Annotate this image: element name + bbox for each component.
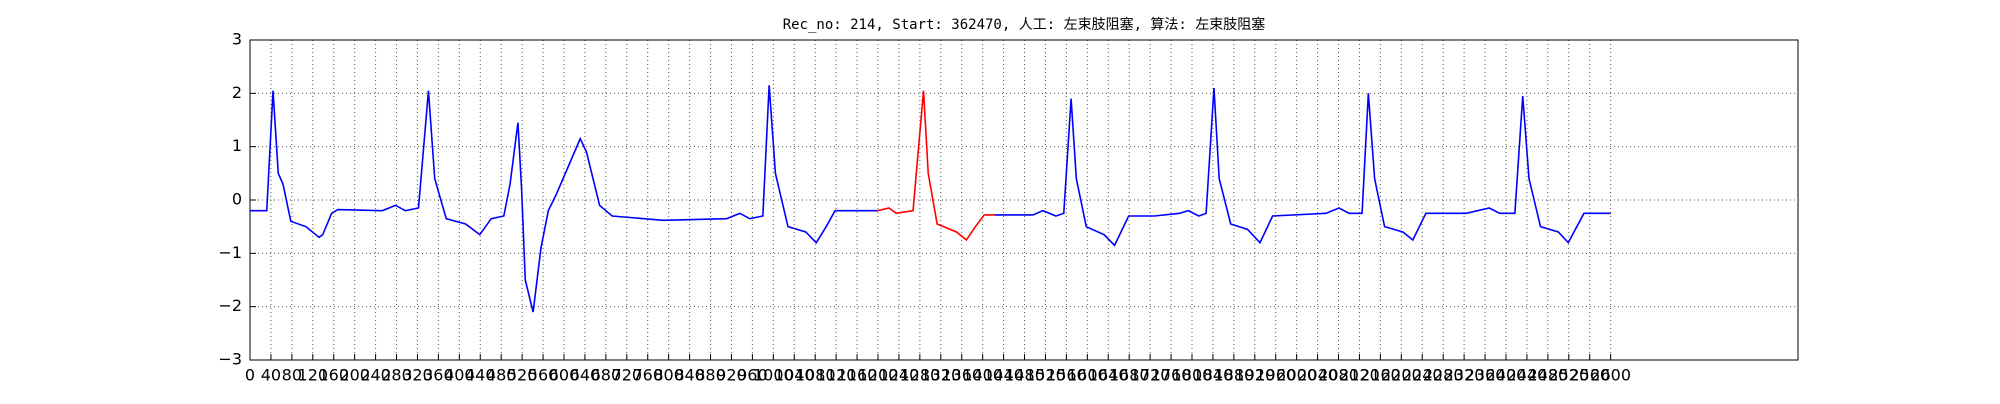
x-tick-label: 600 — [549, 366, 580, 385]
x-tick-label: 320 — [402, 366, 433, 385]
x-tick-label: 1360 — [941, 366, 982, 385]
x-tick-label: 1480 — [1004, 366, 1045, 385]
x-tick-label: 2280 — [1423, 366, 1464, 385]
x-tick-label: 2320 — [1444, 366, 1485, 385]
x-tick-label: 480 — [486, 366, 517, 385]
x-tick-label: 240 — [360, 366, 391, 385]
x-tick-label: 0 — [245, 366, 255, 385]
x-tick-label: 2440 — [1507, 366, 1548, 385]
y-tick-label: −2 — [218, 296, 242, 315]
x-tick-label: 760 — [632, 366, 663, 385]
y-tick-label: −1 — [218, 243, 242, 262]
x-tick-label: 2560 — [1569, 366, 1610, 385]
x-tick-label: 440 — [465, 366, 496, 385]
x-tick-label: 1440 — [983, 366, 1024, 385]
x-tick-label: 1720 — [1130, 366, 1171, 385]
y-tick-label: 0 — [232, 190, 242, 209]
x-tick-label: 1800 — [1172, 366, 1213, 385]
x-tick-label: 840 — [674, 366, 705, 385]
x-tick-label: 1040 — [774, 366, 815, 385]
x-tick-label: 2000 — [1276, 366, 1317, 385]
x-tick-label: 1000 — [753, 366, 794, 385]
x-tick-label: 1320 — [920, 366, 961, 385]
x-tick-label: 520 — [507, 366, 538, 385]
x-tick-label: 2040 — [1297, 366, 1338, 385]
x-tick-label: 1680 — [1109, 366, 1150, 385]
x-tick-label: 1160 — [837, 366, 878, 385]
x-tick-label: 80 — [282, 366, 302, 385]
chart-title: Rec_no: 214, Start: 362470, 人工: 左束肢阻塞, 算… — [783, 16, 1266, 33]
x-tick-label: 1280 — [899, 366, 940, 385]
y-tick-label: −3 — [218, 350, 242, 369]
x-tick-label: 2360 — [1465, 366, 1506, 385]
x-tick-label: 2160 — [1360, 366, 1401, 385]
x-tick-label: 1200 — [858, 366, 899, 385]
x-tick-label: 800 — [653, 366, 684, 385]
x-tick-label: 200 — [339, 366, 370, 385]
x-tick-label: 2240 — [1402, 366, 1443, 385]
x-tick-label: 1120 — [816, 366, 857, 385]
x-tick-label: 1840 — [1193, 366, 1234, 385]
y-tick-label: 2 — [232, 83, 242, 102]
x-tick-label: 560 — [528, 366, 559, 385]
x-tick-label: 120 — [298, 366, 329, 385]
x-tick-label: 1760 — [1151, 366, 1192, 385]
x-tick-label: 400 — [444, 366, 475, 385]
x-tick-label: 2600 — [1590, 366, 1631, 385]
ecg-line — [250, 85, 1611, 313]
x-tick-label: 680 — [591, 366, 622, 385]
x-tick-label: 880 — [695, 366, 726, 385]
x-tick-label: 2080 — [1318, 366, 1359, 385]
plot-frame — [249, 39, 1799, 361]
x-tick-label: 2200 — [1381, 366, 1422, 385]
x-tick-label: 1560 — [1046, 366, 1087, 385]
x-tick-label: 1640 — [1088, 366, 1129, 385]
x-tick-label: 1600 — [1067, 366, 1108, 385]
x-tick-label: 1960 — [1255, 366, 1296, 385]
x-tick-label: 280 — [381, 366, 412, 385]
y-tick-label: 3 — [232, 30, 242, 49]
x-tick-label: 40 — [261, 366, 281, 385]
x-tick-label: 2480 — [1527, 366, 1568, 385]
y-tick-label: 1 — [232, 136, 242, 155]
x-tick-label: 160 — [318, 366, 349, 385]
x-tick-label: 1520 — [1025, 366, 1066, 385]
x-tick-label: 1400 — [962, 366, 1003, 385]
x-tick-label: 640 — [570, 366, 601, 385]
x-tick-label: 2120 — [1339, 366, 1380, 385]
x-tick-label: 2520 — [1548, 366, 1589, 385]
x-tick-label: 2400 — [1486, 366, 1527, 385]
x-tick-label: 920 — [716, 366, 747, 385]
ecg-line — [877, 90, 995, 242]
x-tick-label: 360 — [423, 366, 454, 385]
x-tick-label: 1080 — [795, 366, 836, 385]
x-tick-label: 1880 — [1213, 366, 1254, 385]
x-tick-label: 1920 — [1234, 366, 1275, 385]
x-tick-label: 960 — [737, 366, 768, 385]
x-tick-label: 1240 — [879, 366, 920, 385]
x-tick-label: 720 — [612, 366, 643, 385]
